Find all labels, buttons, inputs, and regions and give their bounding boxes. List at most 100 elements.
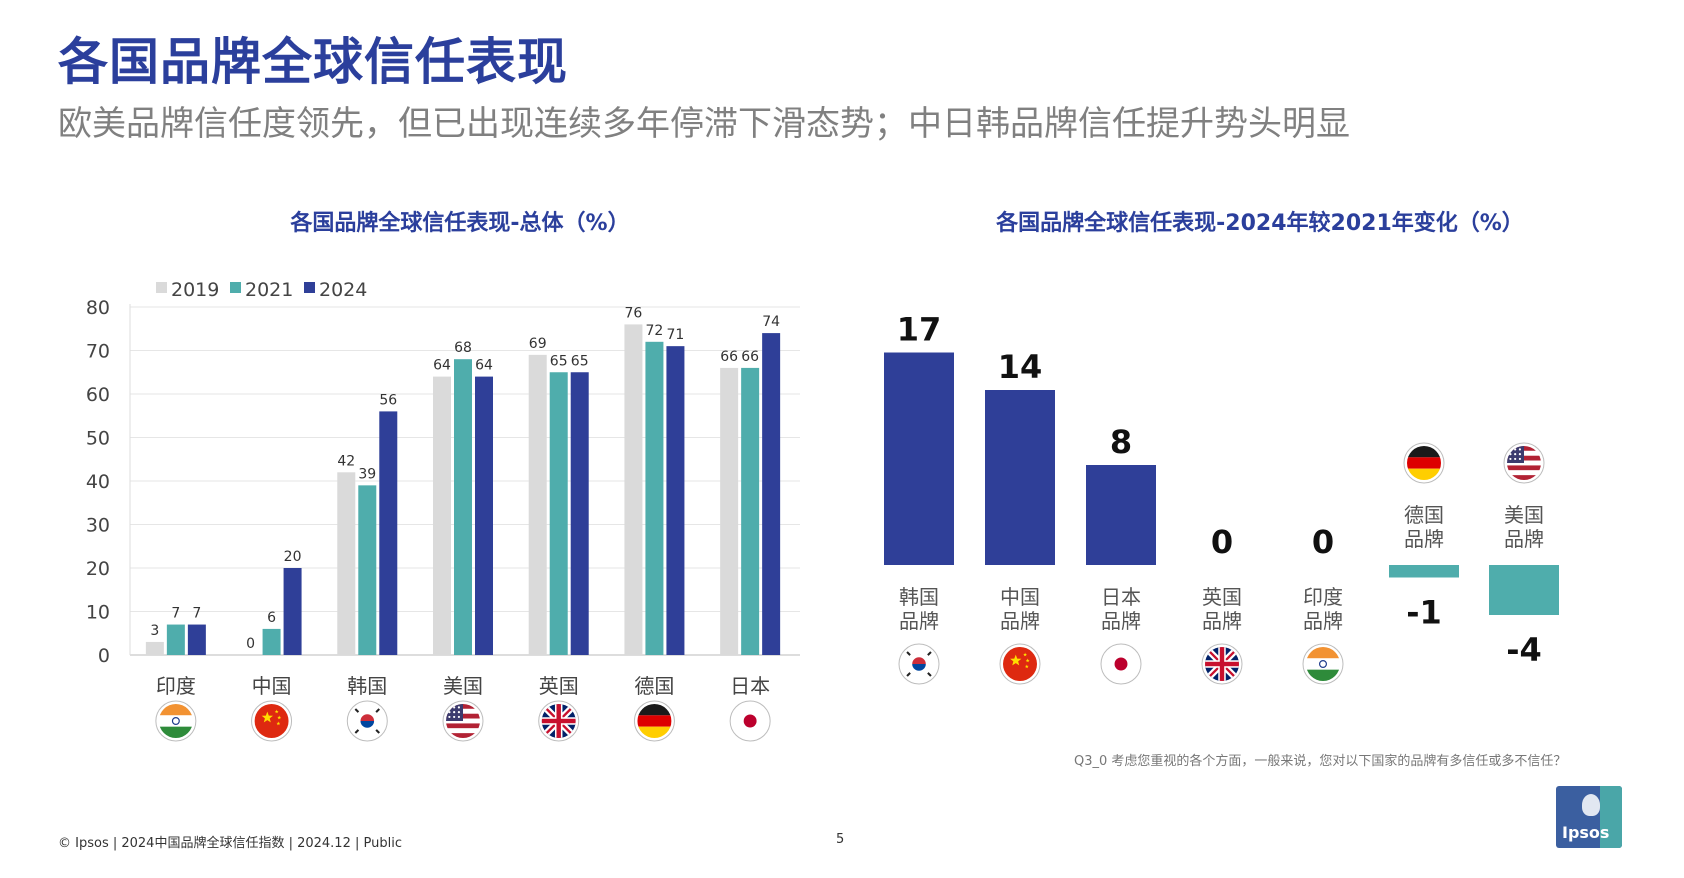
y-tick-label: 10 <box>86 602 110 624</box>
change-value-label: 0 <box>1312 523 1334 561</box>
bar-2024 <box>379 411 398 655</box>
y-tick-label: 60 <box>86 384 110 406</box>
trigram <box>927 651 932 656</box>
legend-label-2019: 2019 <box>171 279 219 301</box>
bar-2024 <box>475 376 493 655</box>
flag-china-icon <box>999 643 1041 685</box>
page-number: 5 <box>836 832 845 847</box>
flag-star <box>277 715 282 720</box>
legend-label-2024: 2024 <box>319 279 367 301</box>
sun-disc <box>743 714 757 728</box>
bar-2019 <box>145 641 164 655</box>
flag-body <box>1205 647 1239 681</box>
taegeuk-top <box>912 657 926 664</box>
flag-body <box>733 704 768 738</box>
bar-2024 <box>187 624 206 655</box>
trigram <box>375 729 381 734</box>
legend-swatch-2019 <box>156 282 167 293</box>
change-value-label: 0 <box>1211 523 1233 561</box>
sun-disc <box>1114 657 1128 671</box>
change-value-label: 8 <box>1110 423 1132 461</box>
flag-star <box>261 711 273 723</box>
bar-value-label: 39 <box>358 466 376 482</box>
taegeuk-top <box>360 714 375 721</box>
logo-tab <box>1600 786 1622 848</box>
flag-japan-icon <box>1100 643 1142 685</box>
left-chart-title: 各国品牌全球信任表现-总体（%） <box>290 211 630 236</box>
bar-value-label: 69 <box>529 336 547 352</box>
legend-swatch-2024 <box>304 282 315 293</box>
bar-value-label: 42 <box>337 453 355 469</box>
bar-value-label: 7 <box>171 606 180 622</box>
x-category-label: 英国 <box>539 674 579 698</box>
y-tick-label: 30 <box>86 515 110 537</box>
footer-copyright: © Ipsos | 2024中国品牌全球信任指数 | 2024.12 | Pub… <box>58 836 402 851</box>
flag-usa-icon <box>442 700 484 742</box>
change-category-label: 品牌 <box>1000 609 1040 633</box>
flag-korea-icon <box>346 700 388 742</box>
legend-swatch-2021 <box>230 282 241 293</box>
bar-value-label: 20 <box>284 549 302 565</box>
flag-india-icon <box>1302 643 1344 685</box>
bar-2024 <box>666 346 685 655</box>
ipsos-logo: Ipsos <box>1556 786 1622 848</box>
bar-2021 <box>166 624 185 655</box>
bar-2019 <box>433 376 451 655</box>
change-bar <box>1489 565 1559 615</box>
bar-2021 <box>549 372 568 655</box>
flag-body <box>254 704 289 738</box>
x-category-label: 日本 <box>730 674 770 698</box>
x-category-label: 韩国 <box>347 674 387 698</box>
flag-korea-icon <box>898 643 940 685</box>
bar-value-label: 0 <box>246 636 255 652</box>
change-bar <box>1086 465 1156 565</box>
bar-value-label: 6 <box>267 610 276 626</box>
y-tick-label: 40 <box>86 471 110 493</box>
trigram <box>906 651 911 656</box>
flag-body <box>902 647 936 681</box>
x-category-label: 中国 <box>252 674 292 698</box>
bar-value-label: 64 <box>475 358 493 374</box>
change-value-label: -4 <box>1506 631 1542 669</box>
bar-value-label: 65 <box>571 353 589 369</box>
chakra-icon <box>1318 659 1327 668</box>
change-category-label: 美国 <box>1504 503 1544 527</box>
bar-value-label: 72 <box>646 323 664 339</box>
flag-india-icon <box>155 700 197 742</box>
bar-2019 <box>337 472 356 655</box>
y-tick-label: 20 <box>86 558 110 580</box>
right-chart-title: 各国品牌全球信任表现-2024年较2021年变化（%） <box>996 211 1524 236</box>
flag-uk-icon <box>538 700 580 742</box>
bar-value-label: 65 <box>550 353 568 369</box>
bar-value-label: 66 <box>720 349 738 365</box>
flag-uk-icon <box>1201 643 1243 685</box>
bar-2024 <box>762 333 781 655</box>
change-bar <box>884 352 954 565</box>
trigram <box>354 708 360 713</box>
change-category-label: 品牌 <box>1404 527 1444 551</box>
bar-value-label: 56 <box>379 392 397 408</box>
bar-2021 <box>645 341 664 655</box>
page-title: 各国品牌全球信任表现 <box>58 33 568 91</box>
flag-body <box>1104 647 1138 681</box>
flag-body <box>446 704 480 738</box>
bar-value-label: 68 <box>454 340 472 356</box>
chakra-icon <box>171 716 180 725</box>
change-bar <box>1389 565 1459 578</box>
change-category-label: 日本 <box>1101 585 1141 609</box>
flag-star <box>1024 664 1029 669</box>
bar-value-label: 74 <box>762 314 780 330</box>
x-category-label: 德国 <box>634 674 674 698</box>
change-category-label: 品牌 <box>1303 609 1343 633</box>
change-category-label: 品牌 <box>1504 527 1544 551</box>
bar-value-label: 76 <box>625 305 643 321</box>
flag-body <box>158 704 193 738</box>
flag-star <box>274 709 279 714</box>
survey-question: Q3_0 考虑您重视的各个方面，一般来说，您对以下国家的品牌有多信任或多不信任？ <box>1074 754 1567 769</box>
bar-2024 <box>570 372 589 655</box>
flag-body <box>1407 446 1441 480</box>
bar-2021 <box>358 485 377 655</box>
change-category-label: 品牌 <box>1202 609 1242 633</box>
change-value-label: -1 <box>1406 594 1442 632</box>
